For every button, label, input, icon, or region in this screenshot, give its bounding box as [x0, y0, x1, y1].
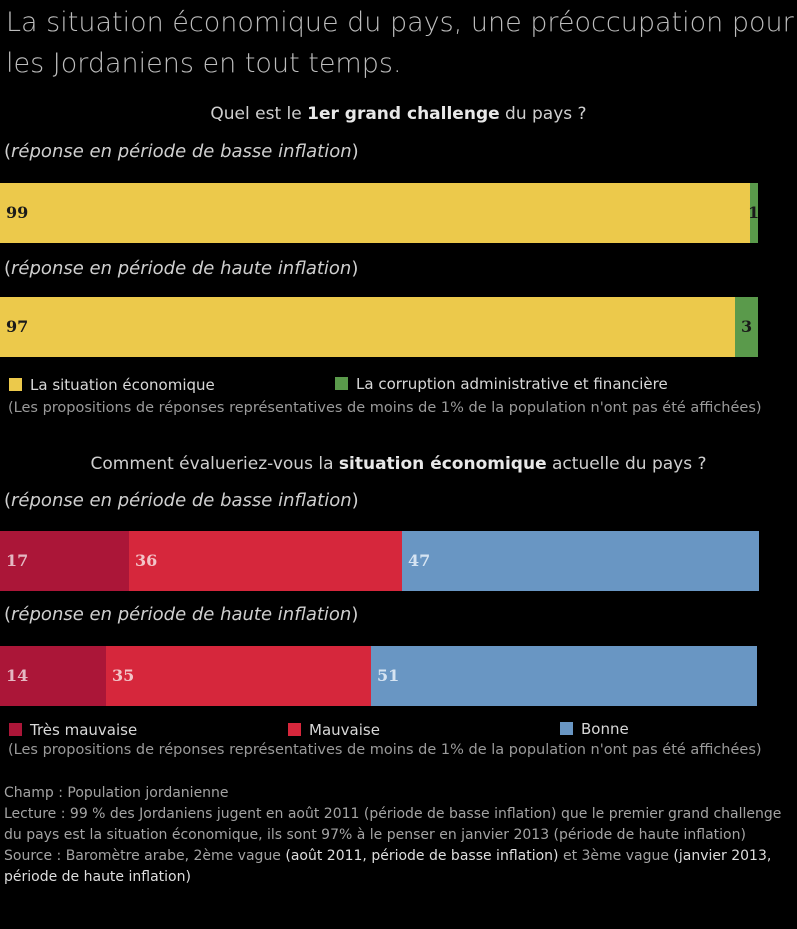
bar-segment — [0, 531, 129, 591]
data-label: 47 — [408, 551, 431, 570]
bar-segment — [750, 183, 758, 243]
chart2-bar-low-inflation: 17 36 47 — [0, 531, 759, 591]
chart2-bar-high-inflation: 14 35 51 — [0, 646, 757, 706]
chart1-question: Quel est le 1er grand challenge du pays … — [210, 104, 587, 124]
chart2-question: Comment évalueriez-vous la situation éco… — [90, 454, 707, 474]
chart2-period-high-label: (réponse en période de haute inflation) — [4, 604, 359, 625]
legend-item-corruption: La corruption administrative et financiè… — [335, 375, 668, 393]
data-label: 51 — [377, 666, 400, 685]
legend-item-mauvaise: Mauvaise — [288, 721, 380, 739]
chart1-bar-low-inflation: 99 1 — [0, 183, 760, 243]
data-label: 14 — [6, 666, 29, 685]
legend-item-bonne: Bonne — [560, 720, 629, 738]
chart2-period-low-label: (réponse en période de basse inflation) — [4, 490, 359, 511]
data-label: 36 — [135, 551, 158, 570]
bar-segment — [0, 183, 750, 243]
bar-segment — [371, 646, 757, 706]
legend-swatch-bonne — [560, 722, 573, 735]
bar-segment — [0, 646, 106, 706]
footer-source: Source : Baromètre arabe, 2ème vague (ao… — [4, 848, 772, 885]
legend-swatch-corruption — [335, 377, 348, 390]
legend-swatch-tres-mauvaise — [9, 723, 22, 736]
legend-item-economique: La situation économique — [9, 376, 215, 394]
bar-segment — [0, 297, 735, 357]
chart1-period-high-label: (réponse en période de haute inflation) — [4, 258, 359, 279]
page-title: La situation économique du pays, une pré… — [6, 7, 794, 79]
bar-segment — [735, 297, 758, 357]
chart1-period-low-label: (réponse en période de basse inflation) — [4, 141, 359, 162]
footer-lecture: Lecture : 99 % des Jordaniens jugent en … — [4, 806, 782, 843]
footer-champ: Champ : Population jordanienne — [4, 785, 229, 801]
data-label: 17 — [6, 551, 29, 570]
legend-swatch-mauvaise — [288, 723, 301, 736]
data-label: 99 — [6, 203, 29, 222]
data-label: 97 — [6, 317, 29, 336]
bar-segment — [402, 531, 759, 591]
chart1-note: (Les propositions de réponses représenta… — [8, 400, 762, 416]
chart2-note: (Les propositions de réponses représenta… — [8, 742, 762, 758]
bar-segment — [129, 531, 402, 591]
data-label: 35 — [112, 666, 135, 685]
data-label: 3 — [741, 317, 753, 336]
bar-segment — [106, 646, 371, 706]
footer-notes: Champ : Population jordanienne Lecture :… — [4, 783, 789, 888]
chart1-bar-high-inflation: 97 3 — [0, 297, 758, 357]
legend-item-tres-mauvaise: Très mauvaise — [9, 721, 137, 739]
legend-swatch-economique — [9, 378, 22, 391]
data-label: 1 — [748, 203, 760, 222]
